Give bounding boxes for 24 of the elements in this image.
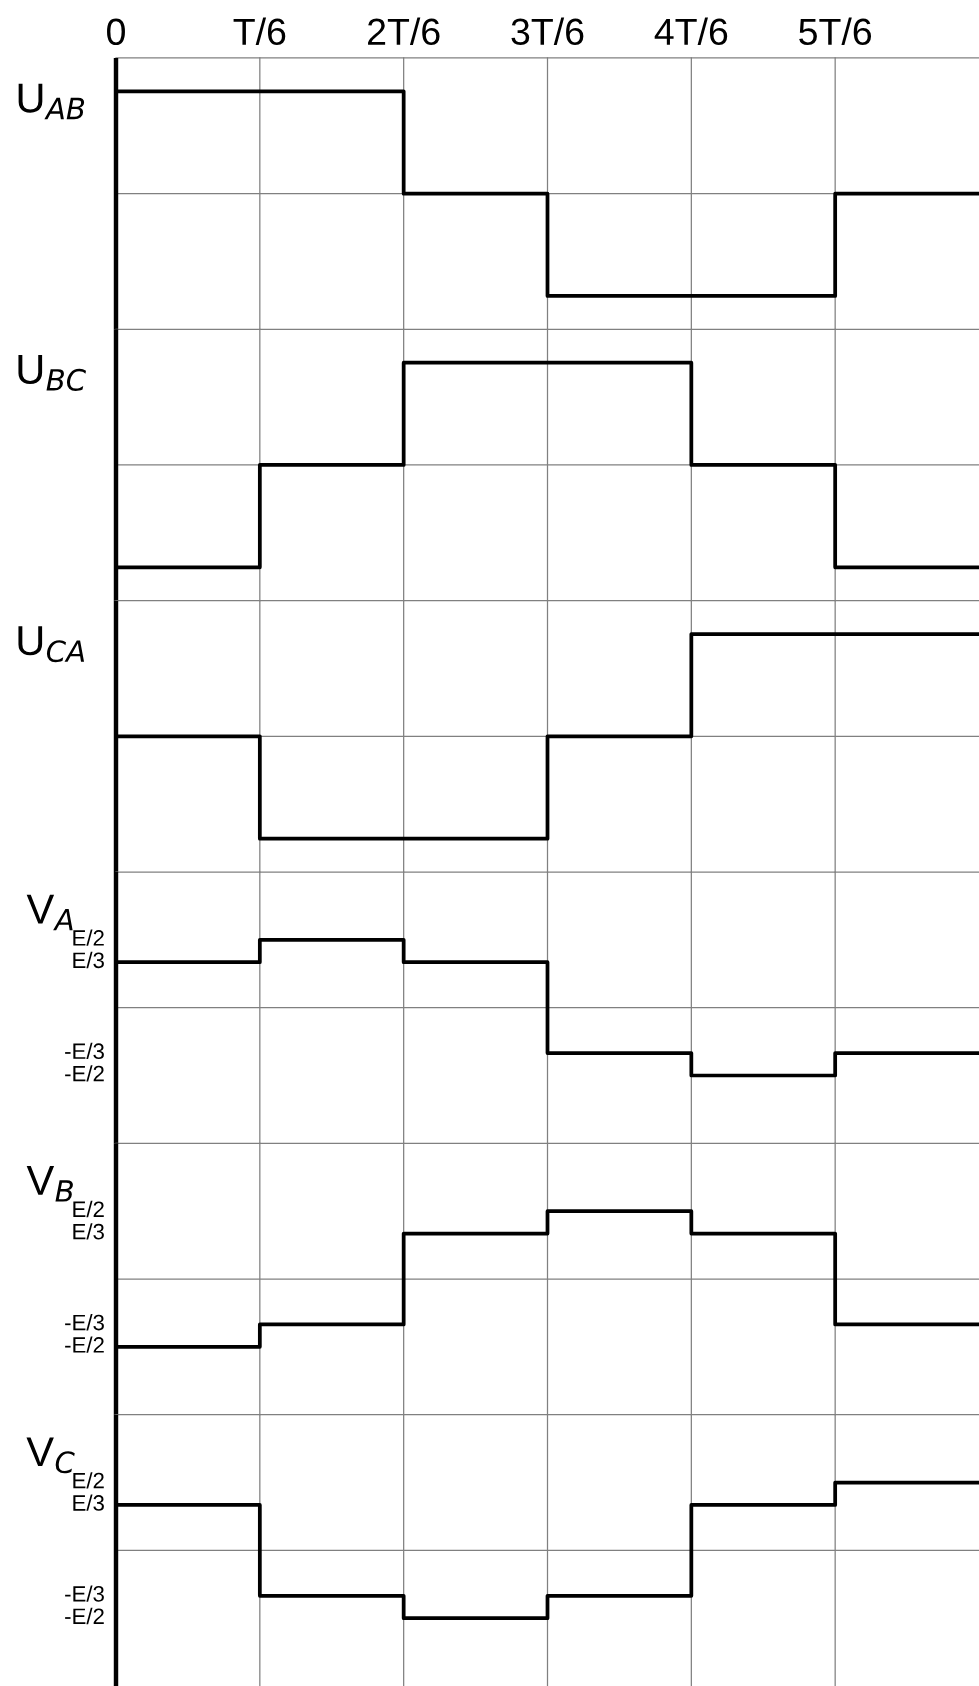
- text: -E/2: [65, 1336, 104, 1353]
- text: -E/2: [65, 1607, 104, 1625]
- text: -E/3: [65, 1314, 104, 1331]
- x-tick-label: 4T/6: [654, 17, 728, 46]
- x-tick-label: 5T/6: [799, 17, 872, 46]
- text: -E/3: [65, 1042, 104, 1060]
- y-axis-title: U$_{BC}$: [18, 354, 86, 391]
- text: E/3: [73, 1223, 104, 1240]
- x-tick-label: 2T/6: [368, 17, 440, 46]
- text: E/2: [73, 1472, 104, 1489]
- text: E/3: [73, 1494, 104, 1511]
- x-tick-label: 3T/6: [511, 17, 584, 46]
- y-axis-title: U$_{AB}$: [18, 83, 85, 120]
- y-axis-title: V$_{C}$: [26, 1437, 75, 1474]
- y-axis-title: U$_{CA}$: [18, 626, 85, 663]
- text: -E/3: [65, 1585, 104, 1602]
- text: E/3: [73, 951, 104, 969]
- x-tick-label: T/6: [233, 17, 286, 46]
- x-tick-label: 0: [107, 18, 125, 46]
- y-axis-title: V$_{B}$: [26, 1166, 73, 1202]
- text: E/2: [73, 1200, 104, 1218]
- y-axis-title: V$_{A}$: [26, 894, 73, 931]
- text: -E/2: [65, 1065, 104, 1082]
- text: E/2: [73, 929, 104, 946]
